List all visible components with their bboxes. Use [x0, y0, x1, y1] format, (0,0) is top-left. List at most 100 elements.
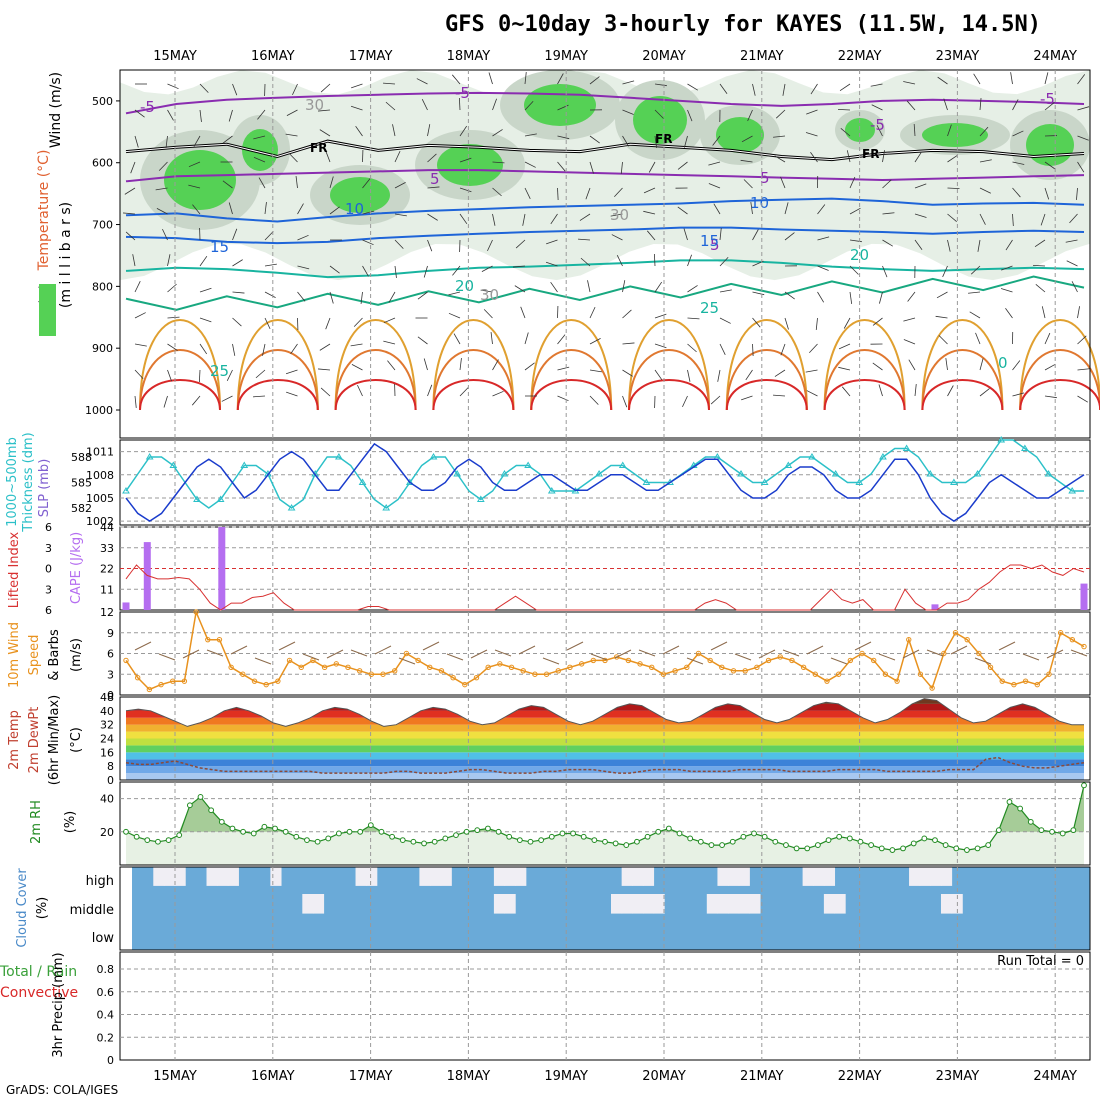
wind-barb	[329, 206, 340, 215]
wind-barb	[1005, 239, 1013, 251]
wind-barb	[1077, 135, 1089, 141]
wind-barb	[362, 265, 369, 277]
wind-barb	[492, 98, 497, 111]
wind-barb	[784, 291, 795, 300]
wind-speed-marker	[485, 664, 491, 671]
rh2m-marker	[910, 840, 917, 847]
wind-barb	[947, 213, 957, 223]
wind-barb	[906, 100, 916, 111]
wind-barb	[622, 309, 632, 319]
wind-barb	[162, 228, 168, 241]
wind-barb	[849, 291, 853, 304]
wind-barb	[1066, 260, 1078, 267]
wind-barb	[258, 177, 266, 189]
temp-band	[126, 717, 1084, 725]
wind-barb-10m	[254, 657, 272, 665]
wind-barb	[130, 161, 136, 174]
wind-barb	[262, 343, 266, 356]
wind-barb	[654, 83, 667, 87]
slp-line	[125, 442, 1085, 522]
wind-barb	[687, 343, 697, 353]
wind-axis-label-4: (m/s)	[69, 638, 84, 672]
contour-label: 0	[998, 354, 1008, 372]
rh2m-marker	[591, 837, 598, 843]
diurnal-isotherm	[725, 319, 808, 411]
top-date-label: 19MAY	[544, 49, 588, 64]
wind-speed-marker	[917, 671, 924, 677]
diurnal-isotherm	[823, 379, 906, 411]
wind-speed-marker	[123, 657, 129, 664]
rh-region-95	[922, 123, 988, 147]
wind-barb-10m	[1070, 649, 1088, 657]
wind-speed-marker	[497, 661, 503, 667]
wind-barb	[427, 213, 438, 221]
bottom-date-label: 20MAY	[642, 1069, 686, 1084]
wind-barb	[1044, 161, 1056, 170]
rh2m-marker	[378, 828, 385, 835]
rh2m-marker	[942, 842, 949, 848]
wind-barb	[805, 369, 818, 373]
wind-barb	[458, 97, 461, 111]
wind-barb	[520, 306, 526, 319]
wind-barb	[882, 265, 888, 278]
wind-barb	[947, 124, 952, 137]
diurnal-isotherm	[628, 379, 710, 411]
wind-barb	[286, 109, 298, 116]
wind-speed-marker	[660, 671, 667, 677]
cloud-clear-cell	[430, 867, 442, 886]
rh-region-95	[524, 84, 596, 126]
wind-speed-marker	[964, 636, 970, 643]
wind-barb-10m	[302, 653, 320, 661]
wind-barb	[1077, 368, 1090, 371]
wind-barb	[773, 394, 786, 397]
rh2m-marker	[676, 830, 683, 837]
wind-barb-10m	[878, 653, 896, 661]
rh-region-95	[437, 144, 503, 186]
wind-speed-marker	[298, 664, 304, 671]
wind-barb	[253, 135, 266, 140]
wind-barb	[870, 83, 883, 87]
wind-barb	[708, 183, 721, 189]
wind-barb	[394, 213, 407, 217]
rh2m-marker	[516, 837, 523, 843]
cape-tick-label: 33	[100, 542, 114, 555]
wind-barb	[719, 83, 728, 94]
wind-speed-marker	[859, 650, 865, 657]
wind-barb	[1076, 187, 1078, 200]
wind-barb	[319, 129, 331, 137]
temp-band	[126, 724, 1084, 732]
wind-barb	[487, 239, 493, 252]
wind-barb-10m	[854, 641, 872, 651]
thickness-marker	[453, 470, 462, 477]
wind-barb	[872, 317, 883, 326]
cloud-clear-cell	[919, 867, 931, 886]
y-tick-label: 500	[92, 95, 113, 108]
wind-barb	[257, 109, 266, 120]
wind-barb	[1001, 265, 1013, 271]
wind-barb	[295, 176, 298, 189]
wind-barb	[817, 236, 830, 241]
wind-barb	[329, 291, 334, 304]
cloud-clear-cell	[504, 894, 516, 914]
cloud-clear-cell	[728, 867, 740, 886]
rh2m-marker	[1049, 828, 1055, 835]
rh2m-marker	[474, 827, 481, 834]
thickness-marker	[287, 504, 296, 511]
temp-band	[126, 773, 1084, 780]
wind-barb-10m	[446, 653, 464, 661]
wind-barb	[193, 135, 201, 147]
wind-barb	[841, 386, 851, 397]
wind-barb	[849, 207, 861, 215]
thickness-marker	[216, 495, 225, 502]
wind-barb	[513, 265, 526, 268]
temp-band	[126, 731, 1084, 739]
wind-speed-marker	[847, 657, 854, 664]
thickness-marker	[145, 453, 154, 460]
cloud-level-label: low	[92, 931, 115, 946]
cloud-clear-cell	[642, 894, 655, 914]
diurnal-isotherm	[823, 319, 906, 411]
cape-bar	[1080, 583, 1088, 610]
wind-speed-marker	[613, 654, 620, 660]
wind-barb	[232, 343, 236, 356]
wind-speed-marker	[356, 668, 363, 674]
